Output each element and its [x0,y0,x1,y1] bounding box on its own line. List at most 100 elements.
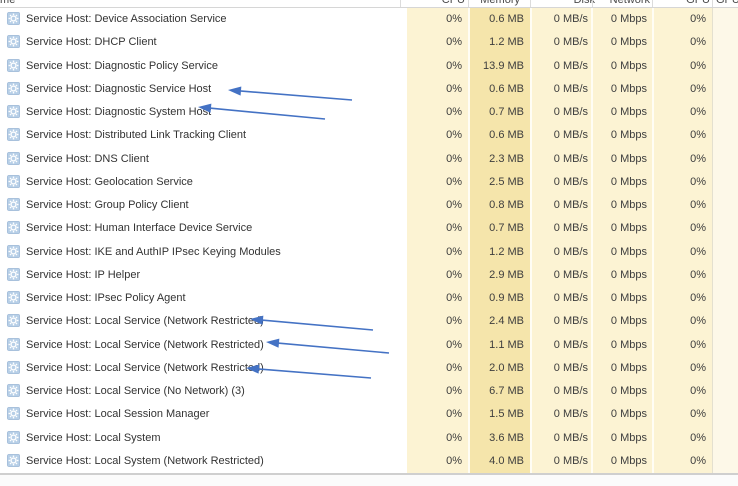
cpu-value: 0% [446,315,462,328]
disk-value: 0 MB/s [553,82,588,95]
table-row[interactable]: Service Host: Local Service (Network Res… [0,334,738,357]
process-name: Service Host: Diagnostic Service Host [26,82,212,95]
network-value: 0 Mbps [610,385,647,397]
table-row[interactable]: Service Host: Diagnostic Service Host 0%… [0,78,738,101]
service-gear-icon [7,384,20,397]
network-value: 0 Mbps [610,129,647,142]
cpu-value: 0% [446,175,462,188]
gpu-value: 0% [690,152,706,165]
service-gear-icon [7,314,20,328]
network-column-band [593,8,652,473]
memory-value: 0.7 MB [489,222,524,235]
network-value: 0 Mbps [610,222,647,235]
table-row[interactable]: Service Host: Local Session Manager 0% 1… [0,403,738,426]
gpu-value: 0% [690,268,706,281]
table-row[interactable]: Service Host: Diagnostic System Host 0% … [0,101,738,124]
window-bottom-area [0,475,738,486]
memory-value: 0.6 MB [489,82,524,95]
table-row[interactable]: Service Host: Diagnostic Policy Service … [0,55,738,78]
table-row[interactable]: Service Host: Group Policy Client 0% 0.8… [0,194,738,217]
cpu-value: 0% [446,292,462,304]
service-gear-icon [7,360,20,374]
table-row[interactable]: Service Host: DNS Client 0% 2.3 MB 0 MB/… [0,148,738,171]
service-gear-icon [7,221,20,235]
service-gear-icon [7,267,20,281]
memory-value: 3.6 MB [489,431,524,444]
column-header-gpu[interactable]: GPU [686,0,710,6]
table-row[interactable]: Service Host: Local System (Network Rest… [0,450,738,473]
disk-value: 0 MB/s [553,129,588,142]
memory-value: 2.5 MB [489,175,524,188]
cpu-value: 0% [446,268,462,281]
disk-value: 0 MB/s [553,245,588,258]
gpu-value: 0% [690,361,706,374]
cpu-column-band [407,8,468,473]
service-gear-icon [7,58,20,72]
memory-value: 4.0 MB [489,454,524,467]
cpu-value: 0% [446,385,462,397]
process-name: Service Host: Local Service (Network Res… [26,315,264,328]
table-row[interactable]: Service Host: IPsec Policy Agent 0% 0.9 … [0,287,738,310]
memory-value: 2.0 MB [489,361,524,374]
column-separator [530,8,532,473]
memory-value: 0.6 MB [489,129,524,142]
memory-value: 13.9 MB [483,59,524,72]
gpu-value: 0% [690,129,706,142]
memory-value: 1.2 MB [489,245,524,258]
table-row[interactable]: Service Host: Device Association Service… [0,8,738,31]
gpu-value: 0% [690,292,706,304]
table-row[interactable]: Service Host: IP Helper 0% 2.9 MB 0 MB/s… [0,264,738,287]
network-value: 0 Mbps [610,245,647,258]
service-gear-icon [7,151,20,165]
column-header-name[interactable]: Name [0,0,16,6]
column-header-gpu-engine[interactable]: GPU engine [716,0,738,6]
header-divider-line [0,7,738,8]
process-name: Service Host: Local Session Manager [26,408,210,421]
gpu-value: 0% [690,106,706,118]
network-value: 0 Mbps [610,36,647,49]
column-separator [468,8,470,473]
cpu-value: 0% [446,36,462,49]
gpu-value: 0% [690,199,706,211]
memory-value: 1.5 MB [489,408,524,421]
network-value: 0 Mbps [610,268,647,281]
table-row[interactable]: Service Host: DHCP Client 0% 1.2 MB 0 MB… [0,31,738,54]
column-header-disk[interactable]: Disk [573,0,595,6]
list-bottom-border [0,473,738,475]
service-gear-icon [7,198,20,211]
table-row[interactable]: Service Host: IKE and AuthIP IPsec Keyin… [0,241,738,264]
column-separator [712,8,713,473]
table-row[interactable]: Service Host: Geolocation Service 0% 2.5… [0,171,738,194]
table-row[interactable]: Service Host: Local Service (No Network)… [0,380,738,403]
network-value: 0 Mbps [610,106,647,118]
disk-value: 0 MB/s [553,408,588,421]
network-value: 0 Mbps [610,292,647,304]
network-value: 0 Mbps [610,82,647,95]
service-gear-icon [7,81,20,95]
disk-column-band [532,8,591,473]
service-gear-icon [7,337,20,351]
gpu-value: 0% [690,454,706,467]
network-value: 0 Mbps [610,59,647,72]
cpu-value: 0% [446,152,462,165]
column-header-network[interactable]: Network [609,0,650,6]
column-header-cpu[interactable]: CPU [441,0,465,6]
column-header-memory[interactable]: Memory [480,0,520,6]
gpu-value: 0% [690,222,706,235]
network-value: 0 Mbps [610,152,647,165]
memory-column-band [470,8,530,473]
table-row[interactable]: Service Host: Human Interface Device Ser… [0,217,738,240]
table-row[interactable]: Service Host: Local System 0% 3.6 MB 0 M… [0,427,738,450]
gpu-value: 0% [690,175,706,188]
disk-value: 0 MB/s [553,268,588,281]
table-row[interactable]: Service Host: Local Service (Network Res… [0,357,738,380]
disk-value: 0 MB/s [553,199,588,211]
cpu-value: 0% [446,129,462,142]
network-value: 0 Mbps [610,315,647,328]
table-row[interactable]: Service Host: Local Service (Network Res… [0,310,738,333]
service-gear-icon [7,35,20,49]
table-row[interactable]: Service Host: Distributed Link Tracking … [0,124,738,147]
cpu-value: 0% [446,13,462,25]
memory-value: 6.7 MB [489,385,524,397]
disk-value: 0 MB/s [553,59,588,72]
